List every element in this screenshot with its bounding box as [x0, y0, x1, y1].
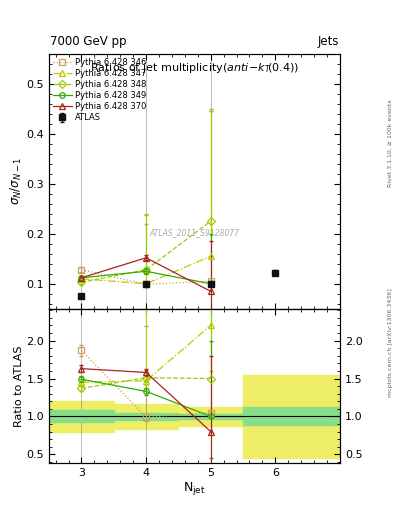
Y-axis label: $\sigma_N/\sigma_{N-1}$: $\sigma_N/\sigma_{N-1}$: [9, 157, 24, 205]
Text: Rivet 3.1.10, ≥ 100k events: Rivet 3.1.10, ≥ 100k events: [388, 99, 393, 187]
Pythia 6.428 370: [208, 288, 213, 294]
Pythia 6.428 348: [144, 267, 149, 273]
Line: Pythia 6.428 348: Pythia 6.428 348: [79, 219, 213, 285]
Pythia 6.428 346: [79, 267, 84, 273]
Pythia 6.428 346: [144, 281, 149, 287]
Pythia 6.428 347: [79, 276, 84, 282]
Line: Pythia 6.428 349: Pythia 6.428 349: [79, 268, 213, 287]
Text: ATLAS_2011_S9128077: ATLAS_2011_S9128077: [149, 228, 240, 237]
Line: Pythia 6.428 370: Pythia 6.428 370: [79, 255, 213, 294]
Text: Jets: Jets: [317, 35, 339, 48]
Line: Pythia 6.428 346: Pythia 6.428 346: [79, 267, 213, 287]
Pythia 6.428 370: [144, 254, 149, 261]
Pythia 6.428 349: [79, 275, 84, 281]
Pythia 6.428 348: [79, 279, 84, 285]
Legend: Pythia 6.428 346, Pythia 6.428 347, Pythia 6.428 348, Pythia 6.428 349, Pythia 6: Pythia 6.428 346, Pythia 6.428 347, Pyth…: [51, 56, 148, 124]
Pythia 6.428 370: [79, 275, 84, 281]
Text: mcplots.cern.ch [arXiv:1306.3436]: mcplots.cern.ch [arXiv:1306.3436]: [388, 289, 393, 397]
Y-axis label: Ratio to ATLAS: Ratio to ATLAS: [14, 345, 24, 427]
Pythia 6.428 349: [208, 281, 213, 287]
Text: 7000 GeV pp: 7000 GeV pp: [50, 35, 127, 48]
X-axis label: N$_{\rm jet}$: N$_{\rm jet}$: [183, 480, 206, 497]
Pythia 6.428 346: [208, 278, 213, 284]
Line: Pythia 6.428 347: Pythia 6.428 347: [79, 253, 213, 287]
Pythia 6.428 347: [144, 281, 149, 287]
Pythia 6.428 347: [208, 253, 213, 260]
Text: Ratios of jet multiplicity$(anti\!-\!k_T\!(0.4))$: Ratios of jet multiplicity$(anti\!-\!k_T…: [90, 61, 299, 75]
Pythia 6.428 349: [144, 268, 149, 274]
Pythia 6.428 348: [208, 218, 213, 224]
